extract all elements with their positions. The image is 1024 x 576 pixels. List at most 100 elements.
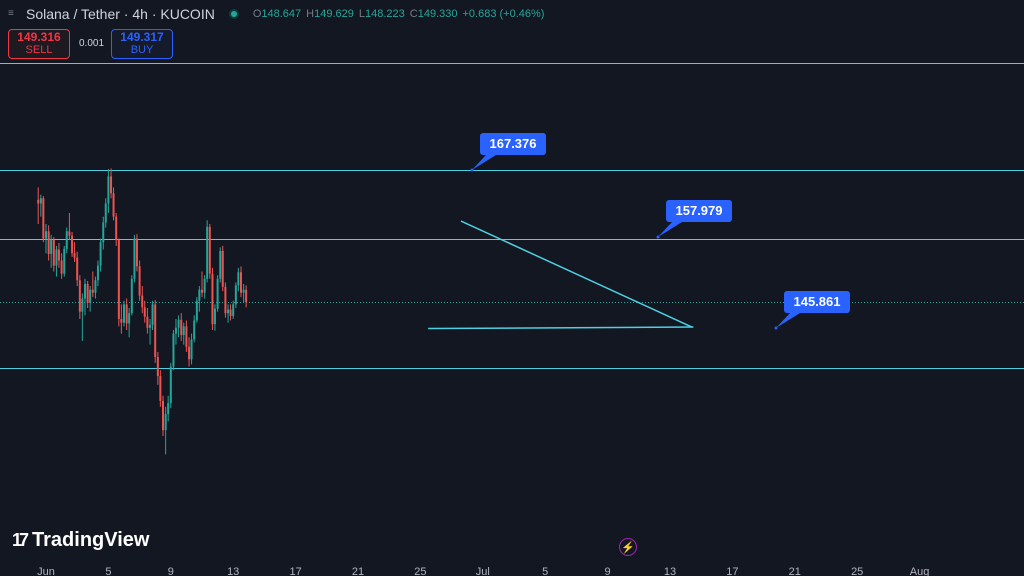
price-callout[interactable]: 157.979 <box>656 200 733 239</box>
close-value: 149.330 <box>417 8 458 20</box>
candle[interactable] <box>162 395 164 437</box>
candle[interactable] <box>42 196 45 243</box>
trend-line-lower[interactable] <box>428 326 694 330</box>
candle[interactable] <box>99 238 102 272</box>
candle[interactable] <box>211 267 214 330</box>
candle[interactable] <box>84 278 86 316</box>
market-status-icon[interactable] <box>228 9 239 19</box>
candle[interactable] <box>219 247 222 283</box>
candle[interactable] <box>68 212 71 241</box>
candle[interactable] <box>50 234 53 268</box>
candle[interactable] <box>172 329 175 371</box>
candle[interactable] <box>227 304 230 323</box>
candle[interactable] <box>182 322 185 345</box>
candle[interactable] <box>201 271 203 298</box>
candle[interactable] <box>117 238 120 327</box>
sell-button[interactable]: 149.316 SELL <box>8 29 70 59</box>
candle[interactable] <box>123 300 125 327</box>
candle[interactable] <box>63 245 66 277</box>
candle[interactable] <box>154 299 157 363</box>
candle[interactable] <box>151 300 154 330</box>
candle[interactable] <box>198 286 201 312</box>
candle[interactable] <box>190 333 193 365</box>
candle[interactable] <box>104 198 107 228</box>
price-callout[interactable]: 167.376 <box>470 133 547 172</box>
candle[interactable] <box>159 370 162 407</box>
candle[interactable] <box>57 242 60 268</box>
candle[interactable] <box>94 276 97 299</box>
candle[interactable] <box>240 266 242 298</box>
triangle-trend-lines[interactable] <box>428 220 694 330</box>
candle[interactable] <box>143 300 146 323</box>
candle[interactable] <box>128 308 131 338</box>
candle[interactable] <box>76 251 79 287</box>
candle[interactable] <box>203 275 206 299</box>
candle-body <box>107 176 110 204</box>
candle[interactable] <box>224 282 227 318</box>
candle[interactable] <box>107 169 110 213</box>
candle[interactable] <box>216 275 219 312</box>
candle[interactable] <box>234 282 237 309</box>
candle[interactable] <box>120 304 123 334</box>
candle[interactable] <box>78 275 81 320</box>
candle[interactable] <box>195 297 198 323</box>
tradingview-logo[interactable]: 17 TradingView <box>12 529 149 552</box>
candle[interactable] <box>206 220 209 283</box>
candle[interactable] <box>156 351 159 385</box>
candle[interactable] <box>133 234 136 283</box>
candle[interactable] <box>89 286 92 312</box>
candle[interactable] <box>237 267 240 292</box>
candle[interactable] <box>167 395 170 422</box>
candle[interactable] <box>232 300 235 320</box>
candle[interactable] <box>130 275 133 316</box>
buy-button[interactable]: 149.317 BUY <box>111 29 173 59</box>
candle[interactable] <box>73 242 76 262</box>
lightning-icon[interactable]: ⚡ <box>619 538 637 556</box>
candle[interactable] <box>141 286 144 314</box>
candle[interactable] <box>52 237 55 272</box>
price-callout[interactable]: 145.861 <box>774 291 851 330</box>
candle[interactable] <box>135 234 138 272</box>
candle[interactable] <box>112 187 115 221</box>
candle[interactable] <box>110 168 113 199</box>
candle[interactable] <box>45 223 47 254</box>
trend-line-upper[interactable] <box>460 220 693 328</box>
candle[interactable] <box>91 271 94 298</box>
candle[interactable] <box>193 315 196 343</box>
candle[interactable] <box>39 194 42 217</box>
candle[interactable] <box>213 304 216 331</box>
candle[interactable] <box>188 337 191 367</box>
candle[interactable] <box>96 260 99 287</box>
candle[interactable] <box>138 260 141 301</box>
candle[interactable] <box>55 245 58 277</box>
price-callouts[interactable]: 167.376 157.979 145.861 <box>470 133 851 330</box>
candle[interactable] <box>115 212 118 246</box>
candle[interactable] <box>180 313 183 341</box>
candle[interactable] <box>169 362 172 409</box>
candle[interactable] <box>174 319 177 345</box>
candle[interactable] <box>177 315 180 338</box>
symbol-title[interactable]: Solana / Tether · 4h · KUCOIN <box>26 6 215 22</box>
candle[interactable] <box>242 283 245 303</box>
candle[interactable] <box>229 304 232 321</box>
candle[interactable] <box>125 298 128 330</box>
candle[interactable] <box>37 187 40 224</box>
candle[interactable] <box>146 308 149 334</box>
bars-icon[interactable]: ≡ <box>8 8 14 19</box>
candle[interactable] <box>65 227 68 254</box>
candle[interactable] <box>47 225 50 261</box>
candle[interactable] <box>208 223 211 279</box>
candle[interactable] <box>60 253 63 279</box>
candle[interactable] <box>164 406 167 455</box>
candlestick-series[interactable] <box>37 168 248 455</box>
callout-anchor <box>656 235 660 239</box>
candle[interactable] <box>185 320 188 352</box>
candle[interactable] <box>71 231 74 257</box>
candle[interactable] <box>245 285 248 308</box>
candle[interactable] <box>149 319 152 345</box>
candle[interactable] <box>86 280 89 309</box>
candle[interactable] <box>221 245 224 292</box>
candle[interactable] <box>81 293 84 341</box>
candle[interactable] <box>102 216 105 250</box>
